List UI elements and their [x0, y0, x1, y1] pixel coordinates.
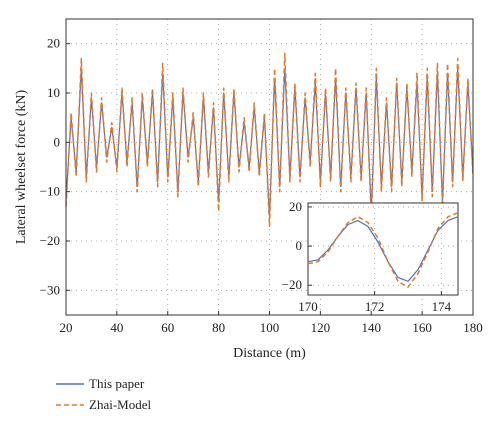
- inset-y-tick-label: 0: [296, 238, 303, 253]
- inset-chart: 170 172 174 20 0 −20: [282, 199, 459, 314]
- inset-x-tick-label: 174: [432, 299, 452, 314]
- main-y-tick-label: −10: [40, 184, 60, 199]
- main-y-tick-label: 20: [47, 36, 60, 51]
- main-y-tick-label: −30: [40, 282, 60, 297]
- main-x-tick-label: 100: [260, 320, 280, 335]
- inset-x-tick-label: 170: [298, 299, 318, 314]
- inset-y-tick-label: −20: [282, 277, 302, 292]
- main-x-tick-label: 80: [212, 320, 225, 335]
- inset-series-line-zhai-model: [307, 212, 459, 288]
- inset-y-tick-label: 20: [289, 199, 302, 214]
- legend-label-zhai-model: Zhai-Model: [89, 397, 151, 412]
- inset-grid: [308, 203, 458, 295]
- main-x-tick-label: 20: [60, 320, 73, 335]
- inset-series: [307, 212, 459, 288]
- legend-label-this-paper: This paper: [89, 376, 145, 391]
- inset-ticks: 170 172 174 20 0 −20: [282, 199, 452, 314]
- main-x-tick-label: 180: [463, 320, 483, 335]
- main-x-tick-label: 120: [311, 320, 331, 335]
- main-x-tick-label: 60: [161, 320, 174, 335]
- main-x-tick-label: 40: [110, 320, 123, 335]
- main-y-tick-label: 0: [54, 134, 61, 149]
- main-series: [65, 52, 474, 227]
- x-axis-label: Distance (m): [233, 346, 306, 361]
- main-y-tick-label: −20: [40, 233, 60, 248]
- legend: This paper Zhai-Model: [56, 376, 151, 412]
- y-axis-label: Lateral wheelset force (kN): [14, 90, 29, 245]
- main-x-tick-label: 160: [412, 320, 432, 335]
- main-y-tick-label: 10: [47, 85, 60, 100]
- main-x-tick-label: 140: [362, 320, 382, 335]
- main-series-line-zhai-model: [65, 52, 474, 227]
- inset-x-tick-label: 172: [365, 299, 385, 314]
